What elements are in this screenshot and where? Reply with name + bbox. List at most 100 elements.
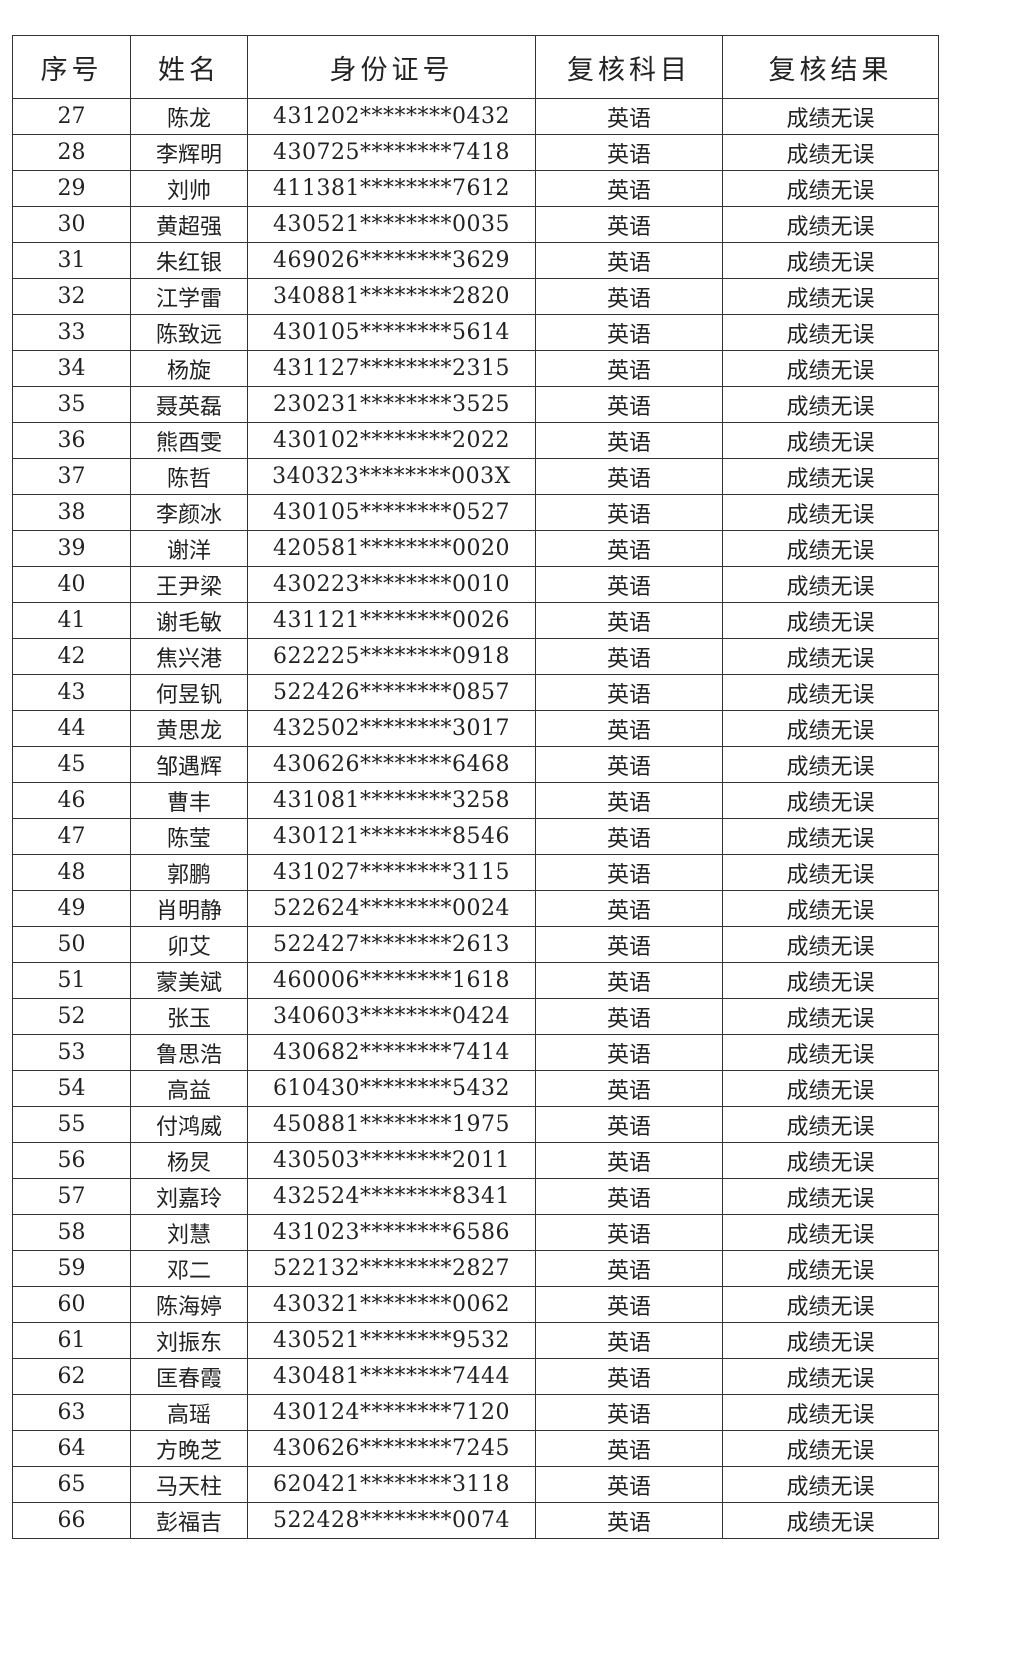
- result: 成绩无误: [722, 98, 939, 135]
- result: 成绩无误: [722, 1034, 939, 1071]
- row-number: 54: [12, 1070, 131, 1107]
- subject: 英语: [535, 350, 723, 387]
- subject: 英语: [535, 782, 723, 819]
- table-row: 59 邓二 522132********2827 英语 成绩无误: [12, 1250, 939, 1287]
- subject: 英语: [535, 1466, 723, 1503]
- name: 方晚芝: [130, 1430, 248, 1467]
- name: 熊酉雯: [130, 422, 248, 459]
- subject: 英语: [535, 602, 723, 639]
- result: 成绩无误: [722, 1214, 939, 1251]
- result: 成绩无误: [722, 962, 939, 999]
- subject: 英语: [535, 890, 723, 927]
- result: 成绩无误: [722, 998, 939, 1035]
- result: 成绩无误: [722, 1394, 939, 1431]
- row-number: 45: [12, 746, 131, 783]
- name: 肖明静: [130, 890, 248, 927]
- name: 马天柱: [130, 1466, 248, 1503]
- row-number: 34: [12, 350, 131, 387]
- result: 成绩无误: [722, 674, 939, 711]
- table-row: 61 刘振东 430521********9532 英语 成绩无误: [12, 1322, 939, 1359]
- result: 成绩无误: [722, 1286, 939, 1323]
- subject: 英语: [535, 746, 723, 783]
- table-row: 60 陈海婷 430321********0062 英语 成绩无误: [12, 1286, 939, 1323]
- row-number: 52: [12, 998, 131, 1035]
- id-number: 430105********0527: [247, 494, 536, 531]
- table-row: 53 鲁思浩 430682********7414 英语 成绩无误: [12, 1034, 939, 1071]
- table-row: 49 肖明静 522624********0024 英语 成绩无误: [12, 890, 939, 927]
- id-number: 622225********0918: [247, 638, 536, 675]
- name: 黄思龙: [130, 710, 248, 747]
- name: 谢毛敏: [130, 602, 248, 639]
- id-number: 430105********5614: [247, 314, 536, 351]
- name: 杨旋: [130, 350, 248, 387]
- name: 王尹梁: [130, 566, 248, 603]
- row-number: 41: [12, 602, 131, 639]
- subject: 英语: [535, 170, 723, 207]
- table-row: 41 谢毛敏 431121********0026 英语 成绩无误: [12, 602, 939, 639]
- result: 成绩无误: [722, 314, 939, 351]
- result: 成绩无误: [722, 242, 939, 279]
- name: 曹丰: [130, 782, 248, 819]
- table-row: 35 聂英磊 230231********3525 英语 成绩无误: [12, 386, 939, 423]
- subject: 英语: [535, 494, 723, 531]
- id-number: 430503********2011: [247, 1142, 536, 1179]
- table-row: 47 陈莹 430121********8546 英语 成绩无误: [12, 818, 939, 855]
- row-number: 61: [12, 1322, 131, 1359]
- id-number: 430481********7444: [247, 1358, 536, 1395]
- result: 成绩无误: [722, 206, 939, 243]
- id-number: 420581********0020: [247, 530, 536, 567]
- id-number: 430521********0035: [247, 206, 536, 243]
- result: 成绩无误: [722, 1430, 939, 1467]
- subject: 英语: [535, 314, 723, 351]
- subject: 英语: [535, 206, 723, 243]
- result: 成绩无误: [722, 1250, 939, 1287]
- id-number: 522427********2613: [247, 926, 536, 963]
- name: 杨炅: [130, 1142, 248, 1179]
- table-row: 29 刘帅 411381********7612 英语 成绩无误: [12, 170, 939, 207]
- id-number: 431081********3258: [247, 782, 536, 819]
- table-row: 36 熊酉雯 430102********2022 英语 成绩无误: [12, 422, 939, 459]
- result: 成绩无误: [722, 1466, 939, 1503]
- name: 陈哲: [130, 458, 248, 495]
- header-cell: 身份证号: [247, 35, 536, 99]
- row-number: 55: [12, 1106, 131, 1143]
- row-number: 35: [12, 386, 131, 423]
- name: 高益: [130, 1070, 248, 1107]
- table-row: 57 刘嘉玲 432524********8341 英语 成绩无误: [12, 1178, 939, 1215]
- row-number: 27: [12, 98, 131, 135]
- row-number: 38: [12, 494, 131, 531]
- result: 成绩无误: [722, 278, 939, 315]
- table-row: 51 蒙美斌 460006********1618 英语 成绩无误: [12, 962, 939, 999]
- table-row: 38 李颜冰 430105********0527 英语 成绩无误: [12, 494, 939, 531]
- subject: 英语: [535, 1142, 723, 1179]
- row-number: 37: [12, 458, 131, 495]
- subject: 英语: [535, 926, 723, 963]
- row-number: 50: [12, 926, 131, 963]
- id-number: 620421********3118: [247, 1466, 536, 1503]
- id-number: 522624********0024: [247, 890, 536, 927]
- table-row: 32 江学雷 340881********2820 英语 成绩无误: [12, 278, 939, 315]
- id-number: 432502********3017: [247, 710, 536, 747]
- row-number: 59: [12, 1250, 131, 1287]
- row-number: 58: [12, 1214, 131, 1251]
- row-number: 51: [12, 962, 131, 999]
- result: 成绩无误: [722, 170, 939, 207]
- id-number: 430321********0062: [247, 1286, 536, 1323]
- name: 谢洋: [130, 530, 248, 567]
- table-row: 56 杨炅 430503********2011 英语 成绩无误: [12, 1142, 939, 1179]
- result: 成绩无误: [722, 710, 939, 747]
- name: 江学雷: [130, 278, 248, 315]
- result: 成绩无误: [722, 1106, 939, 1143]
- subject: 英语: [535, 710, 723, 747]
- name: 邹遇辉: [130, 746, 248, 783]
- row-number: 64: [12, 1430, 131, 1467]
- name: 李颜冰: [130, 494, 248, 531]
- table-row: 54 高益 610430********5432 英语 成绩无误: [12, 1070, 939, 1107]
- id-number: 450881********1975: [247, 1106, 536, 1143]
- name: 陈致远: [130, 314, 248, 351]
- table-row: 45 邹遇辉 430626********6468 英语 成绩无误: [12, 746, 939, 783]
- table-row: 66 彭福吉 522428********0074 英语 成绩无误: [12, 1502, 939, 1539]
- name: 刘振东: [130, 1322, 248, 1359]
- row-number: 47: [12, 818, 131, 855]
- id-number: 430626********6468: [247, 746, 536, 783]
